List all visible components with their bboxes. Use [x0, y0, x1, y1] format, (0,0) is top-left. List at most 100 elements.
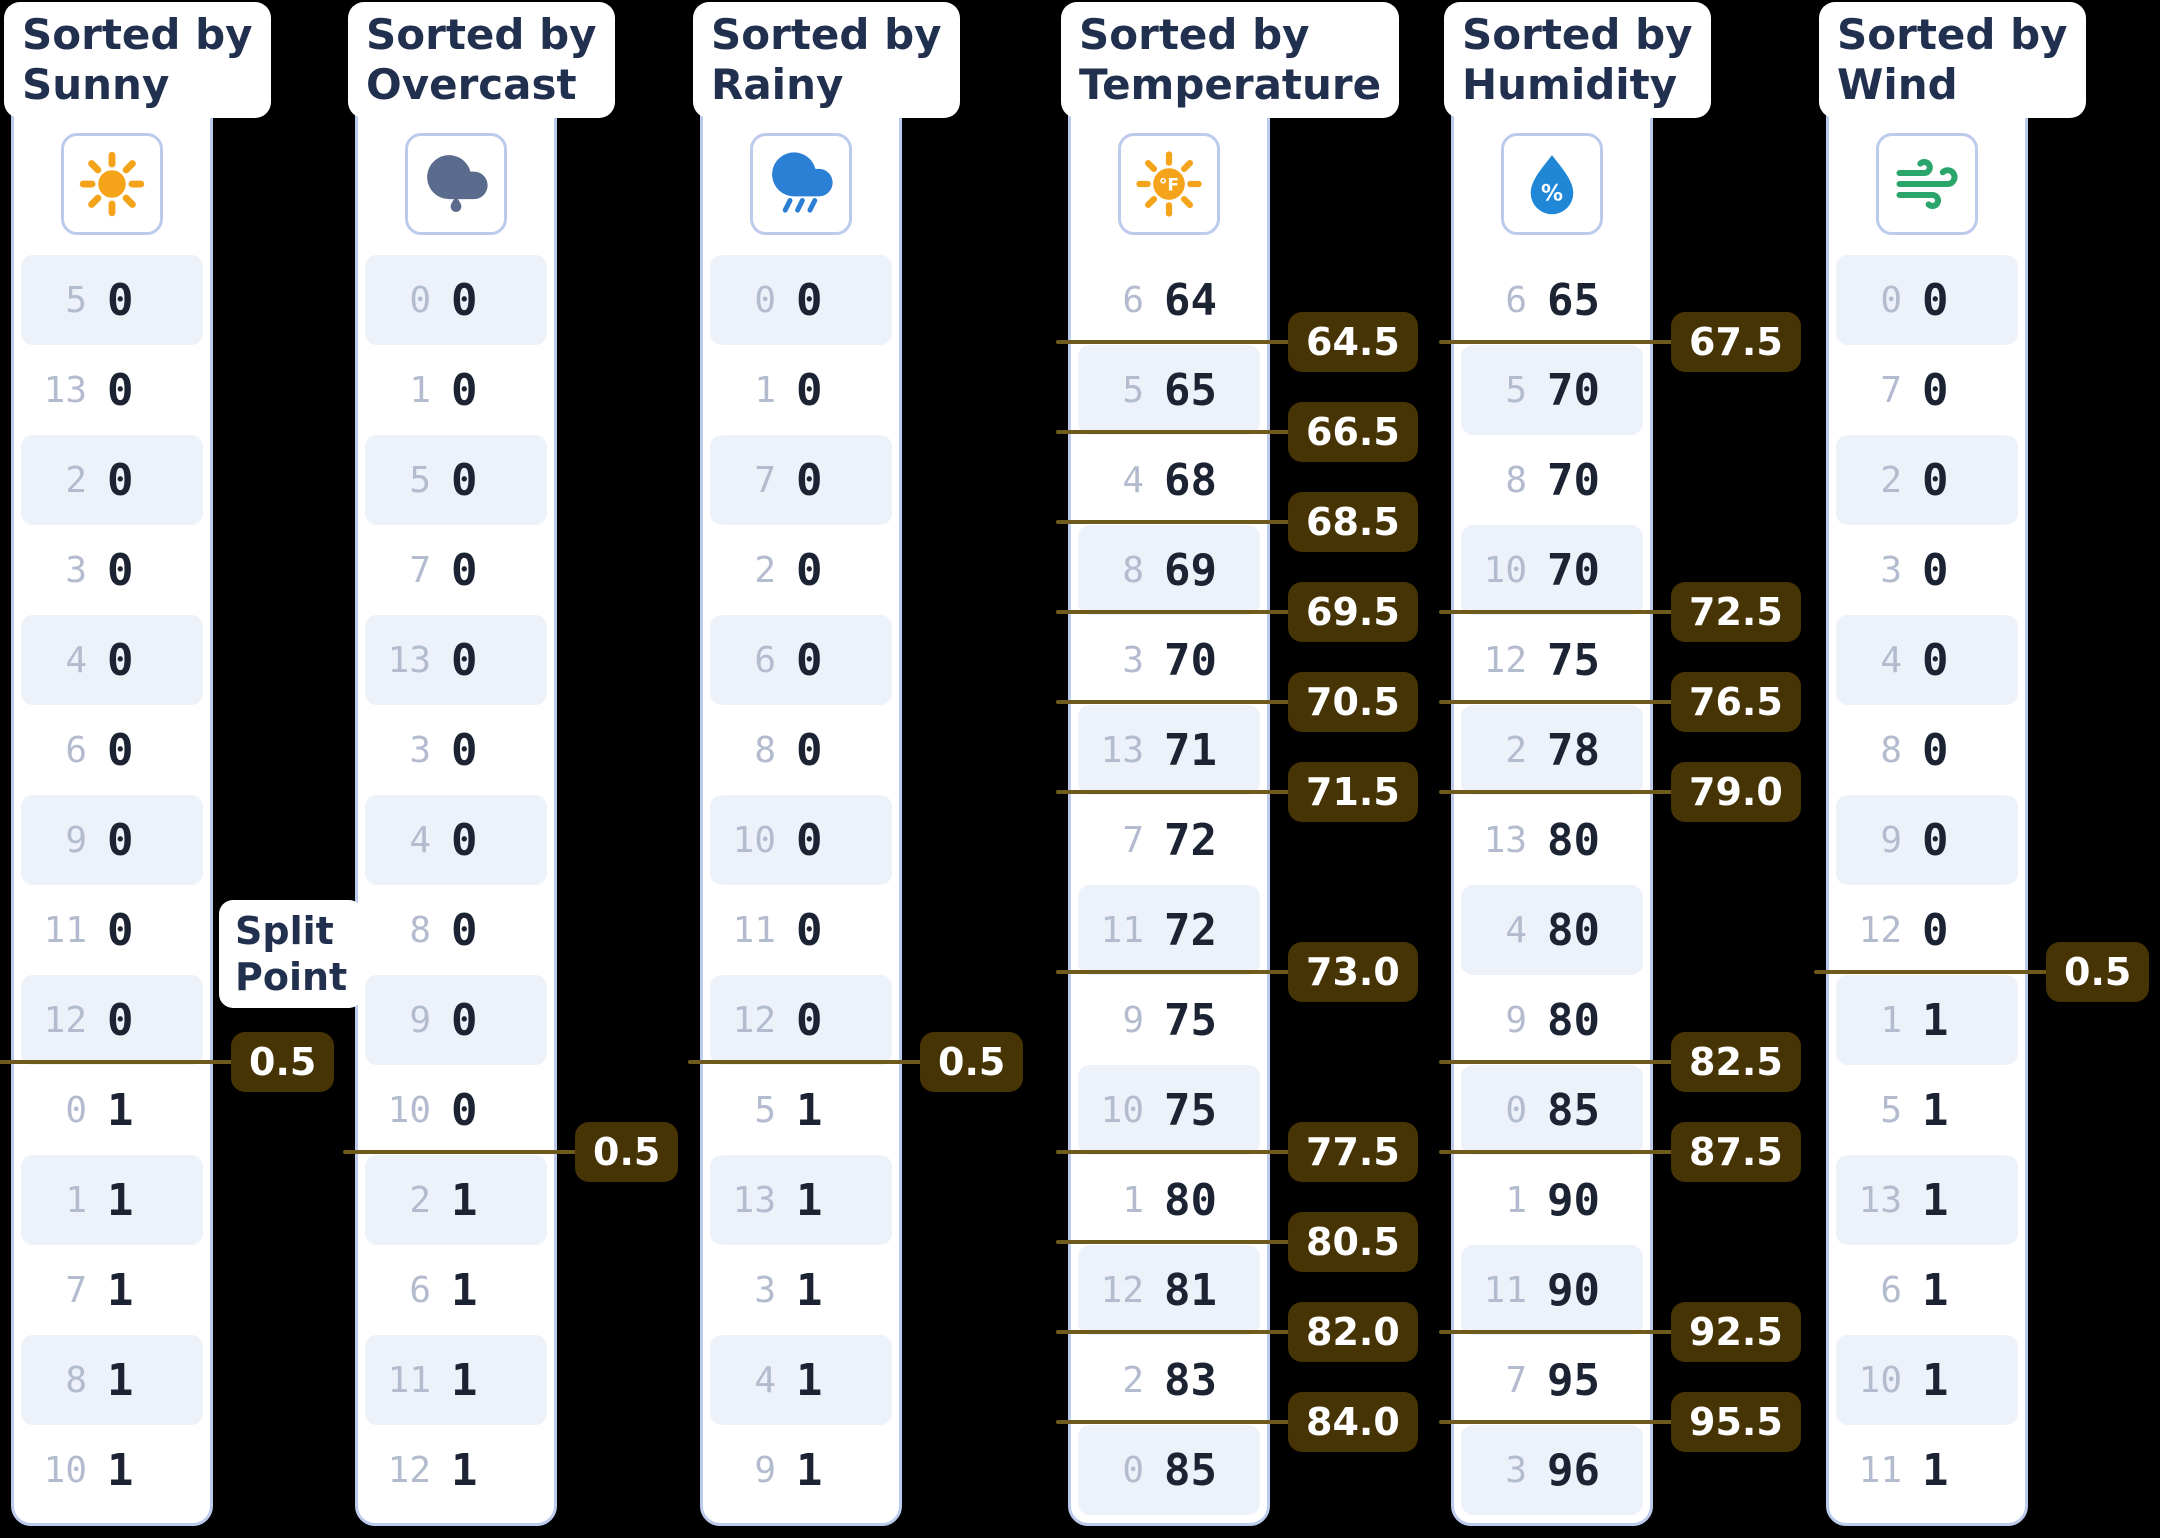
split-line — [0, 1060, 247, 1064]
row-value: 65 — [1164, 364, 1217, 416]
row-value: 81 — [1164, 1264, 1217, 1316]
row-value: 1 — [451, 1354, 478, 1406]
data-row: 7 72 — [1078, 795, 1260, 885]
row-index: 9 — [1880, 819, 1902, 861]
row-value: 78 — [1547, 724, 1600, 776]
row-value: 0 — [107, 544, 134, 596]
row-value: 95 — [1547, 1354, 1600, 1406]
split-line — [1439, 1420, 1687, 1424]
data-row: 10 0 — [710, 795, 892, 885]
data-row: 11 90 — [1461, 1245, 1643, 1335]
row-list: 5 0 13 0 2 0 3 0 4 0 6 0 9 0 11 0 12 0 0 1 1 1 7 1 8 1 10 1 — [14, 255, 210, 1521]
data-row: 1 90 — [1461, 1155, 1643, 1245]
row-index: 3 — [1122, 639, 1144, 681]
row-index: 10 — [1483, 549, 1527, 591]
row-index: 1 — [409, 369, 431, 411]
data-row: 11 0 — [21, 885, 203, 975]
data-row: 2 83 — [1078, 1335, 1260, 1425]
row-index: 13 — [732, 1179, 776, 1221]
column-title-line: Sorted by — [1837, 10, 2068, 59]
row-value: 1 — [1922, 1264, 1949, 1316]
row-index: 1 — [1505, 1179, 1527, 1221]
row-value: 0 — [1922, 724, 1949, 776]
row-value: 96 — [1547, 1444, 1600, 1496]
row-index: 2 — [65, 459, 87, 501]
row-value: 70 — [1547, 454, 1600, 506]
row-index: 13 — [1100, 729, 1144, 771]
row-value: 75 — [1547, 634, 1600, 686]
row-value: 0 — [796, 814, 823, 866]
row-index: 0 — [65, 1089, 87, 1131]
feature-card: °F 6 64 5 65 4 68 8 69 3 70 13 71 7 72 11 72 9 75 10 75 1 80 12… — [1068, 76, 1270, 1526]
split-value-badge: 87.5 — [1671, 1122, 1801, 1182]
row-value: 0 — [1922, 454, 1949, 506]
row-list: 6 64 5 65 4 68 8 69 3 70 13 71 7 72 11 72 9 75 10 75 1 80 12 81… — [1071, 255, 1267, 1521]
rain-cloud-icon — [750, 133, 852, 235]
row-value: 0 — [796, 994, 823, 1046]
row-index: 11 — [1858, 1449, 1902, 1491]
feature-column-temperature: °F 6 64 5 65 4 68 8 69 3 70 13 71 7 72 11 72 9 75 10 75 1 80 12… — [1056, 0, 1418, 1538]
data-row: 4 80 — [1461, 885, 1643, 975]
data-row: 6 65 — [1461, 255, 1643, 345]
row-value: 0 — [796, 724, 823, 776]
row-value: 1 — [1922, 1354, 1949, 1406]
data-row: 11 1 — [1836, 1425, 2018, 1515]
split-value-badge: 95.5 — [1671, 1392, 1801, 1452]
sun-icon — [61, 133, 163, 235]
row-value: 0 — [107, 904, 134, 956]
data-row: 4 68 — [1078, 435, 1260, 525]
temperature-sun-icon: °F — [1118, 133, 1220, 235]
data-row: 9 75 — [1078, 975, 1260, 1065]
row-value: 75 — [1164, 994, 1217, 1046]
row-index: 8 — [754, 729, 776, 771]
row-index: 1 — [754, 369, 776, 411]
feature-column-sunny: 5 0 13 0 2 0 3 0 4 0 6 0 9 0 11 0 12 0 0 1 1 1 7 1 8 1 10 1 0.5 Split… — [0, 0, 364, 1538]
data-row: 0 85 — [1461, 1065, 1643, 1155]
row-index: 9 — [1505, 999, 1527, 1041]
data-row: 0 85 — [1078, 1425, 1260, 1515]
data-row: 10 1 — [1836, 1335, 2018, 1425]
wind-icon — [1876, 133, 1978, 235]
row-value: 0 — [451, 994, 478, 1046]
svg-text:%: % — [1541, 182, 1563, 207]
row-index: 0 — [1880, 279, 1902, 321]
row-value: 0 — [107, 994, 134, 1046]
row-value: 0 — [107, 724, 134, 776]
row-index: 9 — [65, 819, 87, 861]
column-title-line: Sorted by — [1462, 10, 1693, 59]
split-line — [1056, 430, 1304, 434]
data-row: 13 1 — [710, 1155, 892, 1245]
feature-card: % 6 65 5 70 8 70 10 70 12 75 2 78 13 80 4 80 9 80 0 85 1 90 11 9… — [1451, 76, 1653, 1526]
column-title-line: Sorted by — [711, 10, 942, 59]
row-index: 2 — [409, 1179, 431, 1221]
row-value: 80 — [1547, 994, 1600, 1046]
data-row: 13 1 — [1836, 1155, 2018, 1245]
split-value-badge: 82.0 — [1288, 1302, 1418, 1362]
row-index: 3 — [754, 1269, 776, 1311]
row-value: 1 — [796, 1264, 823, 1316]
data-row: 13 71 — [1078, 705, 1260, 795]
row-value: 72 — [1164, 904, 1217, 956]
split-value-badge: 67.5 — [1671, 312, 1801, 372]
data-row: 3 96 — [1461, 1425, 1643, 1515]
row-index: 9 — [1122, 999, 1144, 1041]
row-index: 8 — [409, 909, 431, 951]
split-line — [1439, 1330, 1687, 1334]
row-value: 70 — [1547, 364, 1600, 416]
row-index: 5 — [1880, 1089, 1902, 1131]
